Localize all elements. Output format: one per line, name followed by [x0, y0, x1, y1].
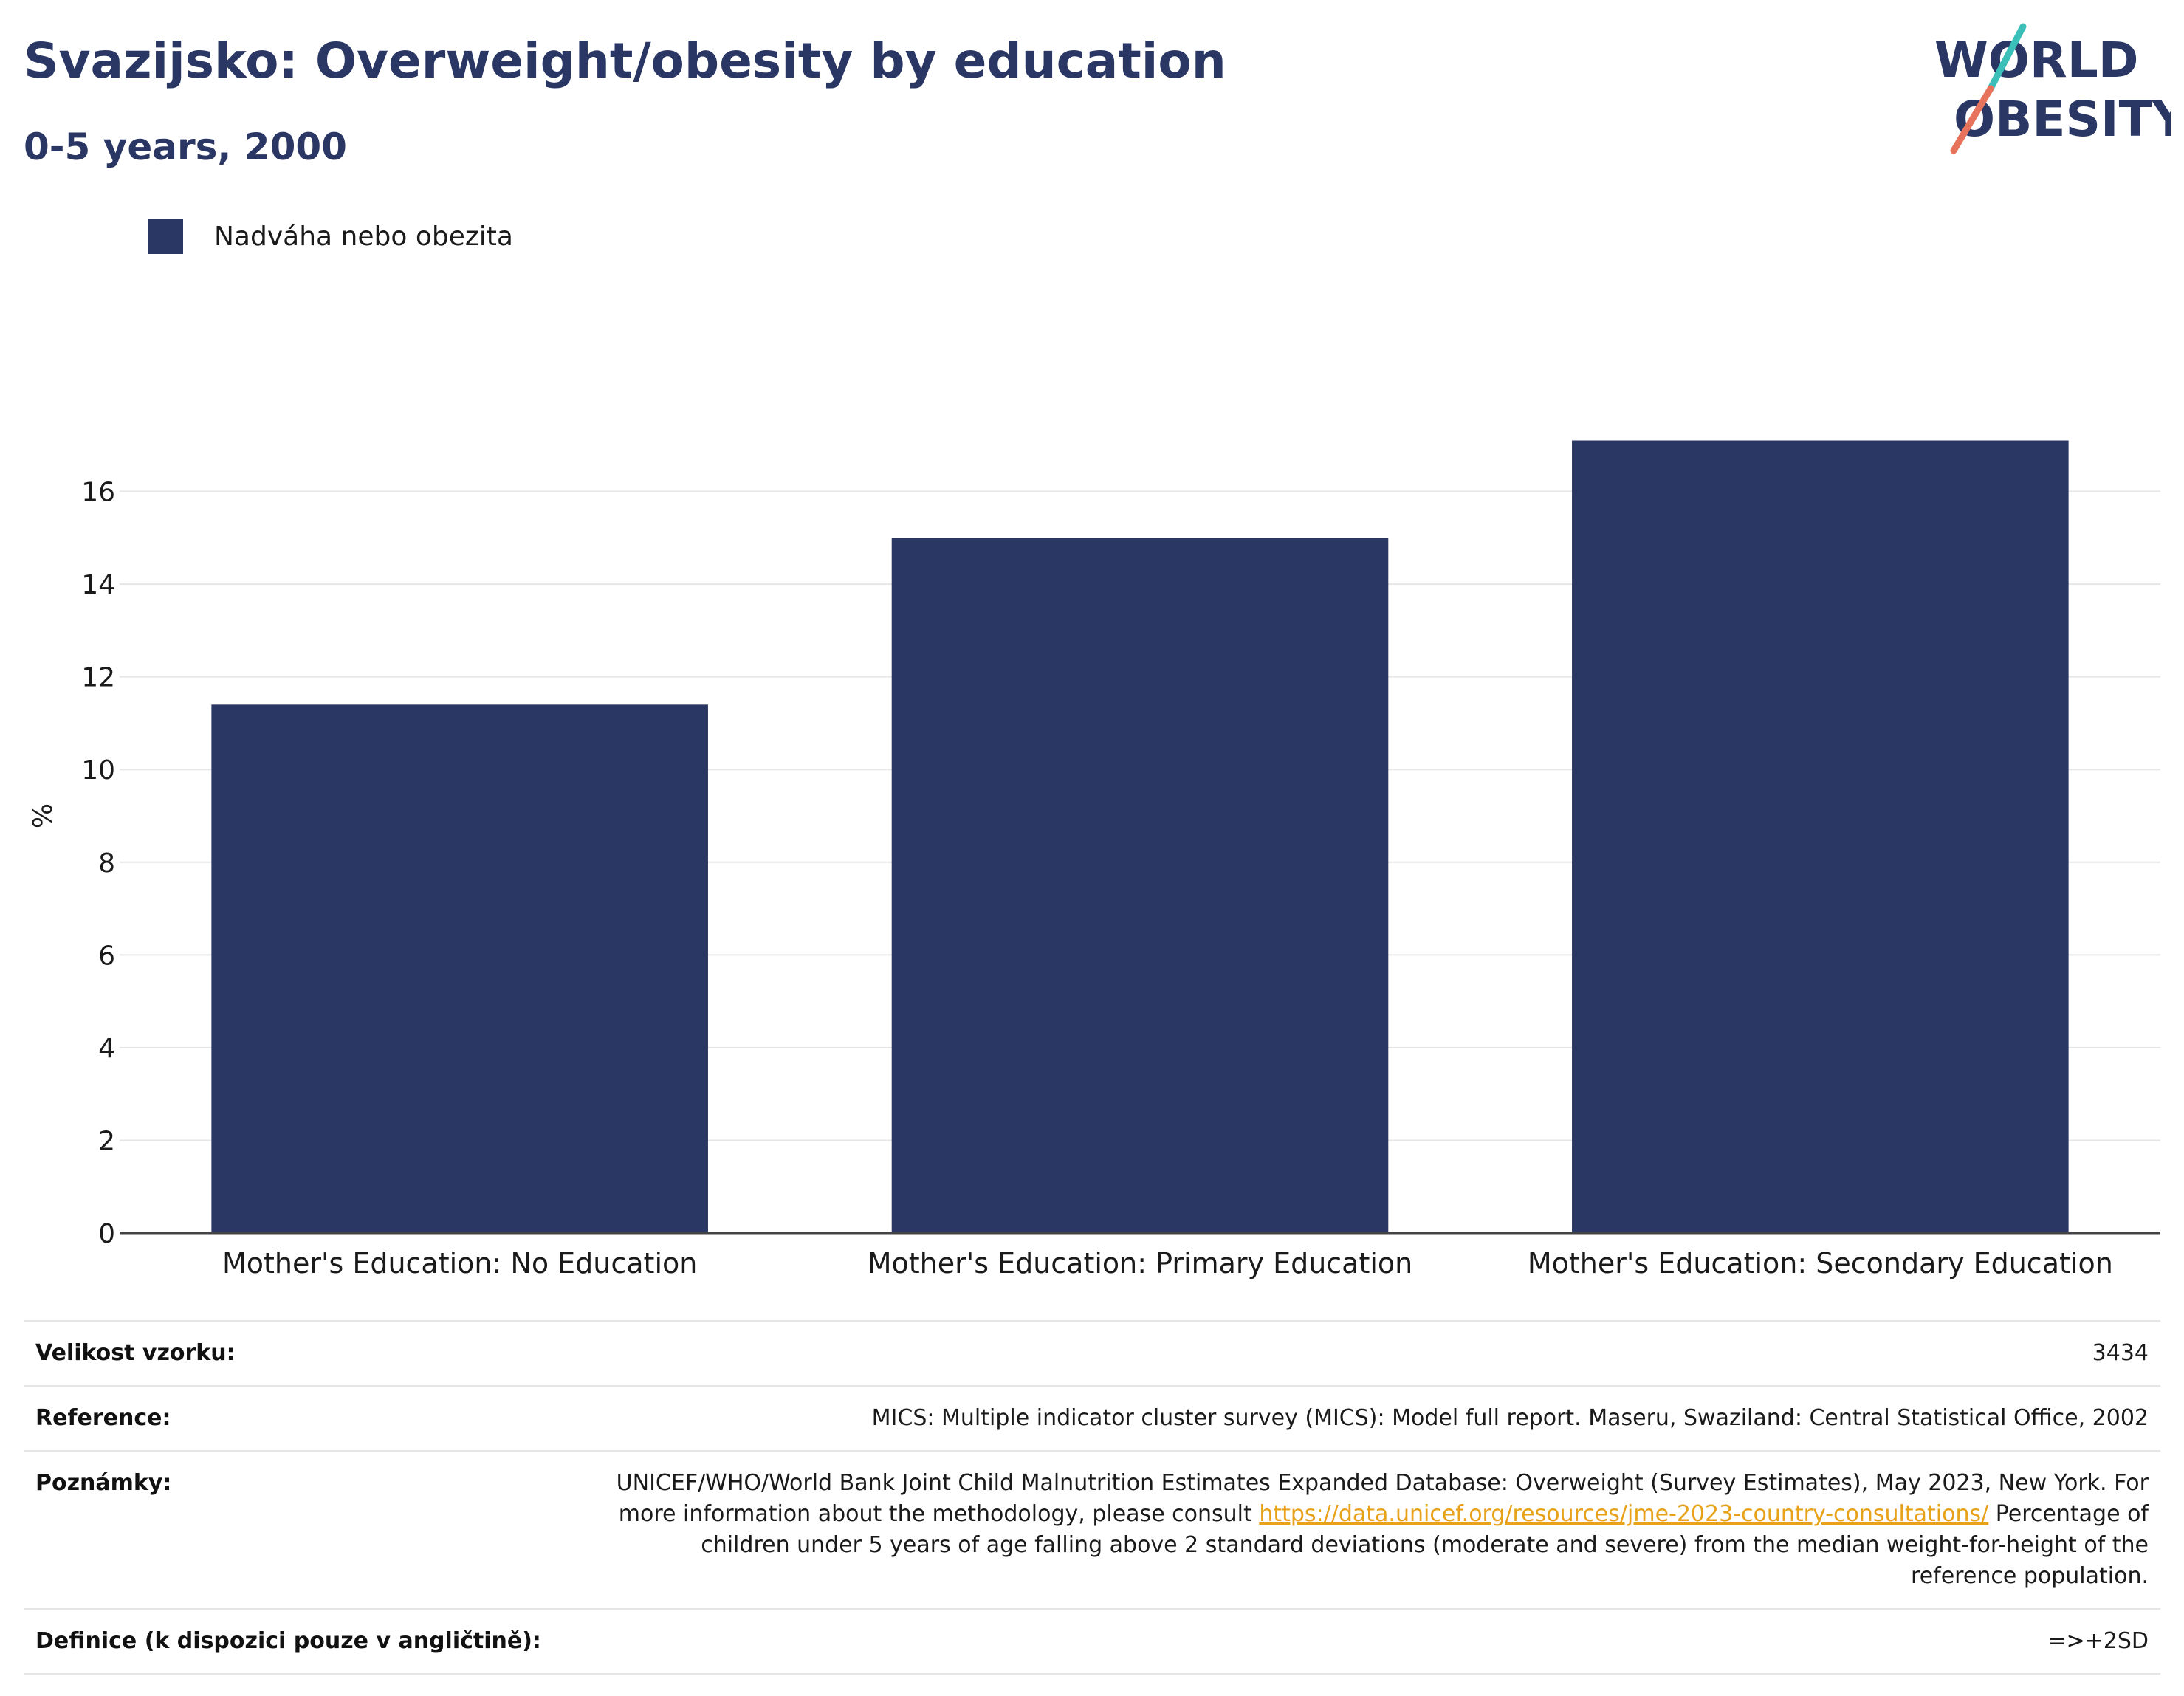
- meta-row-sample-size: Velikost vzorku: 3434: [24, 1321, 2160, 1386]
- y-tick-label: 14: [81, 570, 115, 600]
- bar: [211, 704, 708, 1233]
- notes-text-after: Percentage of children under 5 years of …: [701, 1501, 2149, 1589]
- y-tick-label: 10: [81, 755, 115, 786]
- meta-key: Poznámky:: [35, 1470, 172, 1496]
- meta-key: Velikost vzorku:: [35, 1340, 236, 1366]
- meta-value: UNICEF/WHO/World Bank Joint Child Malnut…: [579, 1451, 2160, 1609]
- legend-label: Nadváha nebo obezita: [214, 221, 513, 252]
- x-category-label: Mother's Education: Secondary Education: [1528, 1247, 2113, 1280]
- methodology-link[interactable]: https://data.unicef.org/resources/jme-20…: [1259, 1501, 1989, 1527]
- logo-slash-bottom: [1950, 85, 1994, 154]
- meta-row-definition: Definice (k dispozici pouze v angličtině…: [24, 1609, 2160, 1674]
- chart-legend: Nadváha nebo obezita: [148, 219, 513, 254]
- bar: [1572, 440, 2069, 1233]
- notes-text-before: UNICEF/WHO/World Bank Joint Child Malnut…: [616, 1470, 2149, 1527]
- meta-value: 3434: [2092, 1340, 2149, 1366]
- y-tick-label: 16: [81, 478, 115, 508]
- y-tick-label: 0: [98, 1219, 115, 1249]
- y-tick-label: 6: [98, 941, 115, 971]
- bar-chart: 0 2 4 6 8 10 12 14 16% Mother's Education: No Edu…: [28, 440, 2160, 1280]
- meta-row-notes: Poznámky: UNICEF/WHO/World Bank Joint Ch…: [24, 1451, 2160, 1609]
- legend-swatch: [148, 219, 183, 254]
- y-axis-label: %: [28, 803, 58, 828]
- chart-subtitle: 0-5 years, 2000: [24, 126, 347, 168]
- x-category-label: Mother's Education: No Education: [222, 1247, 697, 1280]
- y-tick-label: 2: [98, 1126, 115, 1156]
- logo-text-obesity: OBESITY: [1954, 91, 2171, 148]
- meta-value: =>+2SD: [2047, 1628, 2149, 1654]
- x-category-label: Mother's Education: Primary Education: [868, 1247, 1413, 1280]
- logo-text-world: WORLD: [1934, 32, 2139, 89]
- meta-key: Reference:: [35, 1405, 171, 1431]
- world-obesity-logo: WORLD OBESITY: [1934, 23, 2171, 154]
- meta-key: Definice (k dispozici pouze v angličtině…: [35, 1628, 541, 1654]
- bar: [891, 538, 1389, 1233]
- meta-value: MICS: Multiple indicator cluster survey …: [871, 1405, 2149, 1431]
- chart-title: Svazijsko: Overweight/obesity by educati…: [24, 32, 1226, 89]
- y-tick-label: 4: [98, 1034, 115, 1064]
- y-tick-label: 8: [98, 848, 115, 879]
- y-tick-label: 12: [81, 663, 115, 693]
- logo-slash-top: [1987, 23, 2027, 92]
- metadata-table: Velikost vzorku: 3434 Reference: MICS: M…: [24, 1320, 2160, 1675]
- meta-row-reference: Reference: MICS: Multiple indicator clus…: [24, 1386, 2160, 1451]
